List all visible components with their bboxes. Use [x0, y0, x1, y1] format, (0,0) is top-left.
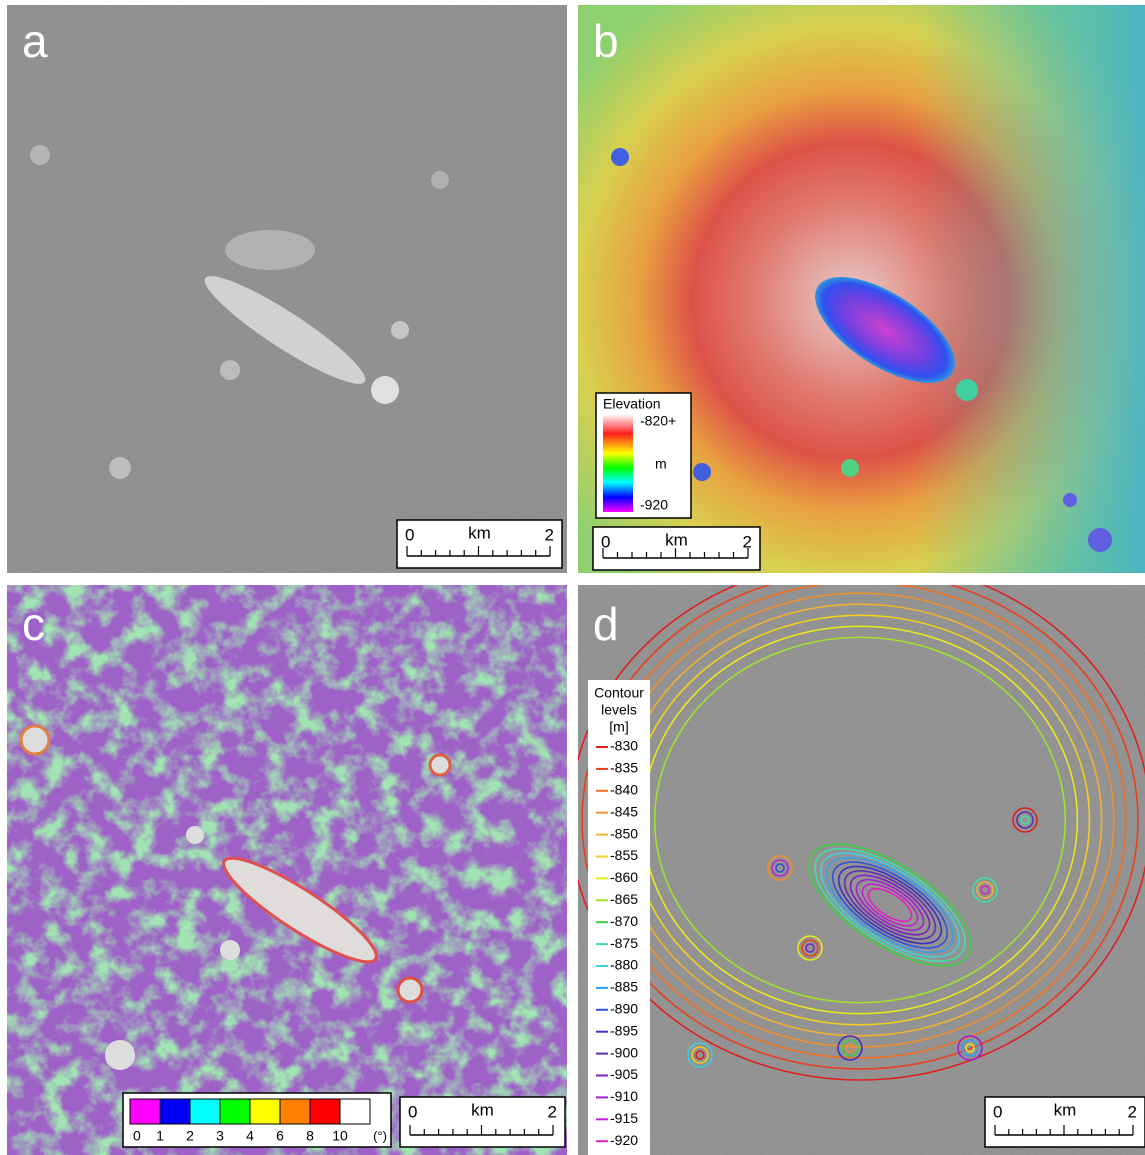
elevation-bar	[603, 414, 633, 512]
slope-swatch	[220, 1099, 250, 1124]
contour-level: -870	[610, 913, 638, 929]
contour-level: -850	[610, 825, 638, 841]
slope-tick-label: 2	[186, 1128, 194, 1144]
contour-level: -875	[610, 935, 638, 951]
scale-start: 0	[993, 1102, 1002, 1121]
slope-swatch	[130, 1099, 160, 1124]
panel-d-image	[570, 560, 1145, 1155]
scale-end: 2	[743, 532, 752, 551]
slope-swatch	[250, 1099, 280, 1124]
slope-swatch	[280, 1099, 310, 1124]
scale-end: 2	[545, 525, 554, 544]
contour-legend-title: [m]	[609, 719, 628, 735]
slope-swatch	[160, 1099, 190, 1124]
scale-end: 2	[548, 1102, 557, 1121]
slope-unit: (°)	[373, 1128, 387, 1143]
contour-level: -915	[610, 1110, 638, 1126]
contour-level: -845	[610, 803, 638, 819]
slope-swatch	[190, 1099, 220, 1124]
scale-unit: km	[471, 1100, 494, 1119]
contour-level: -905	[610, 1066, 638, 1082]
scale-start: 0	[408, 1102, 417, 1121]
contour-legend-title: levels	[601, 702, 637, 718]
elevation-unit: m	[655, 456, 667, 472]
panel-c-image	[7, 585, 567, 1155]
elevation-min: -920	[640, 497, 668, 513]
contour-legend-title: Contour	[594, 685, 644, 701]
contour-level: -855	[610, 847, 638, 863]
contour-level: -835	[610, 760, 638, 776]
slope-tick-label: 8	[306, 1128, 314, 1144]
panel-label: a	[22, 15, 48, 67]
contour-level: -885	[610, 979, 638, 995]
contour-level: -865	[610, 891, 638, 907]
scale-unit: km	[468, 523, 491, 542]
scale-unit: km	[665, 530, 688, 549]
scale-unit: km	[1054, 1100, 1077, 1119]
slope-tick-label: 6	[276, 1128, 284, 1144]
panel-a-image	[7, 5, 567, 573]
slope-tick-label: 0	[133, 1128, 141, 1144]
contour-level: -830	[610, 738, 638, 754]
contour-level: -840	[610, 782, 638, 798]
contour-level: -890	[610, 1001, 638, 1017]
slope-tick-label: 4	[246, 1128, 254, 1144]
slope-tick-label: 1	[156, 1128, 164, 1144]
elevation-title: Elevation	[603, 396, 661, 412]
figure: abcd0km20km20km20km2Elevation-820+m-9200…	[0, 0, 1145, 1155]
contour-level: -880	[610, 957, 638, 973]
contour-level: -920	[610, 1132, 638, 1148]
scale-end: 2	[1128, 1102, 1137, 1121]
contour-level: -860	[610, 869, 638, 885]
slope-tick-label: 3	[216, 1128, 224, 1144]
contour-level: -900	[610, 1044, 638, 1060]
slope-swatch	[310, 1099, 340, 1124]
contour-level: -895	[610, 1022, 638, 1038]
contour-level: -910	[610, 1088, 638, 1104]
panel-label: d	[593, 598, 619, 650]
slope-swatch	[340, 1099, 370, 1124]
elevation-max: -820+	[640, 413, 676, 429]
panel-label: b	[593, 15, 619, 67]
slope-tick-label: 10	[332, 1128, 348, 1144]
panel-label: c	[22, 598, 45, 650]
scale-start: 0	[405, 525, 414, 544]
